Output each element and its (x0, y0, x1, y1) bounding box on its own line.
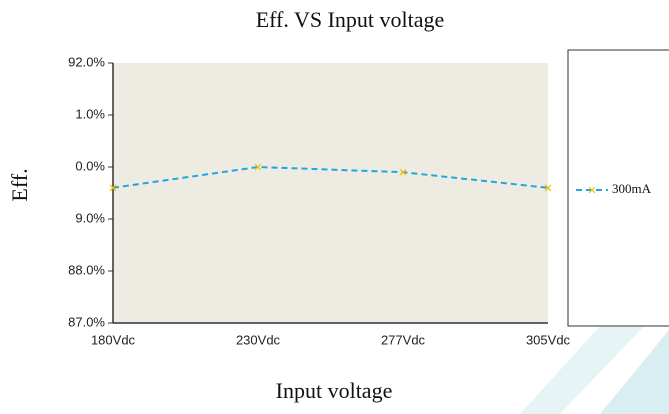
y-axis-label: Eff. (7, 168, 32, 201)
y-tick-label: 0.0% (75, 158, 105, 173)
x-tick-label: 230Vdc (236, 332, 281, 347)
x-tick-label: 277Vdc (381, 332, 426, 347)
y-tick-label: 88.0% (68, 262, 105, 277)
point-marker (399, 168, 407, 176)
y-tick-label: 92.0% (68, 54, 105, 69)
legend-marker (588, 186, 596, 194)
x-tick-label: 305Vdc (526, 332, 571, 347)
point-marker (254, 163, 262, 171)
chart-title: Eff. VS Input voltage (256, 7, 445, 32)
point-marker (544, 184, 552, 192)
legend-label: 300mA (612, 181, 652, 196)
y-tick-label: 87.0% (68, 314, 105, 329)
x-tick-label: 180Vdc (91, 332, 136, 347)
series-line (112, 165, 549, 189)
plot-area (113, 63, 548, 323)
x-axis-label: Input voltage (276, 378, 393, 403)
legend-box (567, 49, 669, 327)
y-tick-label: 1.0% (75, 106, 105, 121)
decoration (600, 330, 669, 414)
point-marker (109, 184, 117, 192)
y-tick-label: 9.0% (75, 210, 105, 225)
